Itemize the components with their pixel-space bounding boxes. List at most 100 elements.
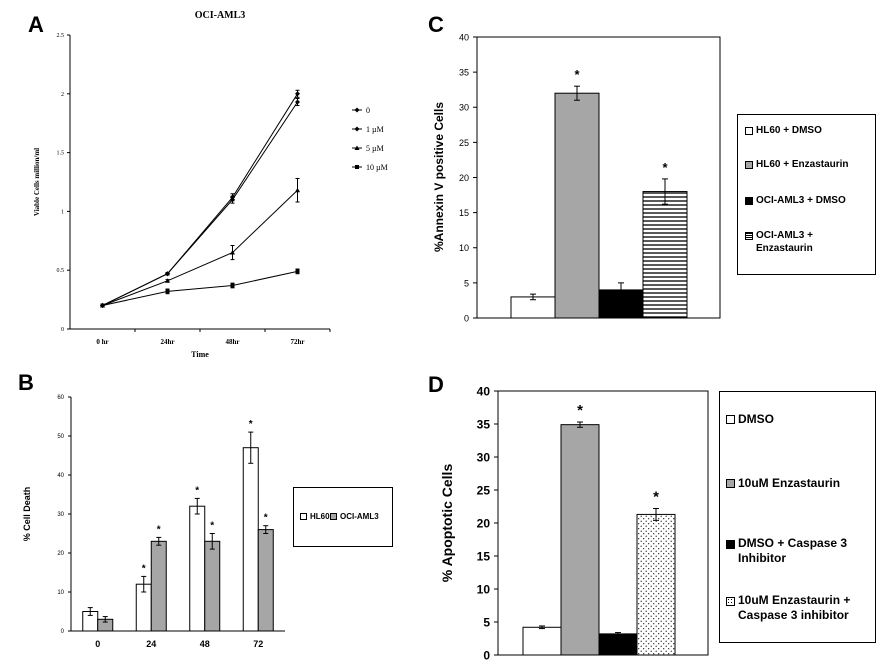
series-line: [102, 189, 298, 306]
significance-star: *: [264, 513, 268, 524]
significance-star: *: [662, 160, 668, 175]
legend-item-oci-aml3: OCI-AML3: [330, 512, 379, 521]
x-tick-label: 24: [146, 639, 156, 649]
significance-star: *: [249, 419, 253, 430]
y-tick-label: 40: [459, 32, 469, 42]
y-tick-label: 0.5: [57, 268, 65, 274]
y-tick-label: 20: [459, 173, 469, 183]
legend-swatch-gray: [726, 478, 735, 488]
legend-swatch-black: [726, 540, 735, 549]
y-tick-label: 15: [477, 550, 491, 564]
y-tick-label: 10: [57, 590, 64, 596]
y-tick-label: 0: [464, 313, 469, 323]
bar-chart-apoptotic-cells: % Apoptotic Cells 0 5 10 15 20 25 30 35 40 * *: [439, 385, 709, 663]
data-point: [295, 187, 300, 193]
y-tick-label: 40: [57, 473, 64, 479]
x-tick-label: 0 hr: [96, 338, 108, 346]
y-tick-label: 30: [477, 451, 491, 465]
x-tick-label: 48hr: [226, 338, 240, 346]
y-tick-label: 0: [61, 327, 64, 333]
bar: [560, 424, 600, 656]
chart-a-title: OCI-AML3: [195, 10, 246, 21]
bar: [598, 633, 638, 656]
panel-label-a: A: [28, 12, 44, 37]
legend-marker: [354, 145, 360, 150]
bar: [150, 540, 167, 632]
chart-a-xlabel: Time: [191, 350, 209, 359]
legend-label: DMSO + Caspase 3: [738, 536, 848, 550]
legend-swatch-white: [745, 126, 753, 135]
y-tick-label: 0: [61, 629, 65, 635]
y-tick-label: 40: [477, 385, 491, 399]
x-tick-label: 24hr: [161, 338, 175, 346]
panel-label-b: B: [18, 370, 34, 395]
y-tick-label: 1.5: [57, 151, 65, 157]
legend-marker: [355, 165, 359, 169]
data-point: [230, 283, 235, 288]
legend-marker: [354, 107, 360, 113]
panel-label-d: D: [428, 372, 444, 397]
x-tick-label: 72: [253, 639, 263, 649]
legend-label-hl60: HL60: [310, 512, 330, 521]
legend-label: 10uM Enzastaurin +: [738, 593, 851, 607]
legend-swatch-white: [726, 414, 735, 424]
y-tick-label: 25: [459, 138, 469, 148]
legend-swatch-dots: [726, 597, 735, 606]
chart-a-legend: 0 1 µM 5 µM 10 µM: [352, 106, 388, 172]
y-tick-label: 1: [61, 209, 64, 215]
legend-label: OCI-AML3 + DMSO: [756, 195, 846, 206]
y-tick-label: 10: [459, 243, 469, 253]
legend-item-hl60: HL60: [300, 512, 330, 521]
legend-label: 0: [366, 106, 370, 115]
legend-label: DMSO: [738, 412, 774, 426]
bar: [257, 529, 274, 632]
legend-item-hl60-dmso: HL60 + DMSO: [745, 125, 822, 136]
series-line: [102, 93, 298, 306]
legend-label: 1 µM: [366, 125, 384, 134]
bar: [636, 513, 676, 656]
legend-swatch-stripes: [745, 232, 753, 240]
legend-swatch-white: [300, 513, 307, 520]
chart-d-ylabel: % Apoptotic Cells: [439, 464, 455, 583]
x-tick-label: 0: [95, 639, 100, 649]
legend-marker: [354, 126, 360, 132]
data-point: [165, 278, 170, 283]
y-tick-label: 20: [477, 517, 491, 531]
legend-item-oci-dmso: OCI-AML3 + DMSO: [745, 195, 846, 206]
data-point: [230, 250, 235, 255]
y-tick-label: 30: [57, 512, 64, 518]
significance-star: *: [574, 67, 580, 82]
data-point: [295, 91, 300, 97]
bar-chart-cell-death: % Cell Death 0 10 20 30 40 50 60 0 24 48 72 * * * * * *: [22, 395, 285, 649]
y-tick-label: 10: [477, 583, 491, 597]
data-point: [165, 271, 170, 277]
legend-item-10um-enzastaurin: 10uM Enzastaurin: [726, 476, 840, 490]
legend-label: HL60 + DMSO: [756, 125, 822, 136]
data-point: [230, 197, 235, 203]
y-tick-label: 35: [459, 68, 469, 78]
y-tick-label: 35: [477, 418, 491, 432]
legend-item-oci-enzastaurin: OCI-AML3 + Enzastaurin: [745, 229, 813, 255]
y-tick-label: 50: [57, 434, 64, 440]
series-line: [102, 270, 298, 306]
legend-label: Enzastaurin: [756, 243, 813, 254]
significance-star: *: [210, 521, 214, 532]
y-tick-label: 2: [61, 92, 64, 98]
legend-item-enzastaurin-caspase: 10uM Enzastaurin + Caspase 3 inhibitor: [726, 593, 850, 623]
bar-chart-annexin-v: %Annexin V positive Cells 0 5 10 15 20 25 30 35…: [432, 32, 721, 323]
y-tick-label: 30: [459, 103, 469, 113]
y-tick-label: 5: [483, 616, 490, 630]
y-tick-label: 0: [483, 649, 490, 663]
legend-item-dmso: DMSO: [726, 412, 774, 426]
legend-item-dmso-caspase: DMSO + Caspase 3 Inhibitor: [726, 536, 847, 566]
panel-label-c: C: [428, 12, 444, 37]
chart-b-ylabel: % Cell Death: [22, 487, 32, 542]
bar: [189, 505, 206, 632]
chart-a-ylabel: Viable Cells million/ml: [33, 148, 41, 216]
data-point: [295, 99, 300, 105]
y-tick-label: 15: [459, 208, 469, 218]
bar: [522, 626, 562, 656]
legend-label: 10 µM: [366, 163, 388, 172]
data-point: [165, 289, 170, 294]
